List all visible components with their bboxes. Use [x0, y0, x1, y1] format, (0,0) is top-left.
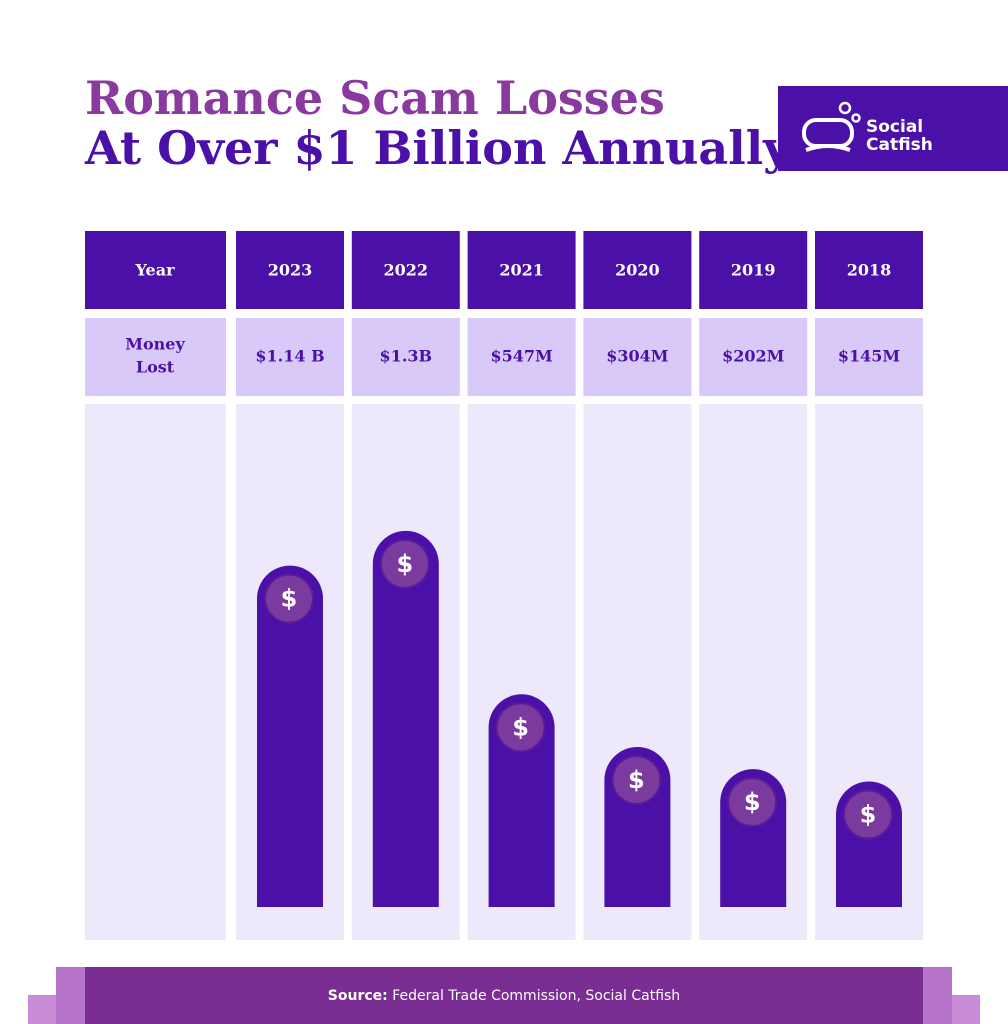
value-cell	[236, 318, 344, 396]
logo-bubble	[838, 101, 852, 115]
header-cell	[815, 231, 923, 309]
row-label: Money	[125, 335, 185, 354]
value-label: $1.3B	[380, 347, 433, 366]
logo-text: Catfish	[866, 135, 933, 155]
value-label: $304M	[606, 347, 668, 366]
column-background	[85, 404, 226, 940]
bar	[257, 565, 323, 907]
year-label: 2019	[731, 261, 776, 280]
source-label: Source:	[328, 988, 388, 1004]
row-label: Year	[134, 261, 175, 280]
source: Source: Federal Trade Commission, Social…	[328, 988, 680, 1004]
coin-symbol: $	[396, 550, 413, 578]
coin-symbol: $	[628, 766, 645, 794]
coin	[843, 789, 893, 840]
chart: Year Money Lost 2023 $1.14 B $2022 $1.3B $20…	[85, 231, 923, 940]
year-label: 2021	[499, 261, 544, 280]
year-label: 2023	[268, 261, 313, 280]
coin	[264, 573, 314, 624]
footer-band	[85, 967, 923, 1024]
value-cell	[815, 318, 923, 396]
logo-bubble	[851, 113, 861, 123]
header-cell	[467, 231, 576, 309]
header-cell	[583, 231, 692, 309]
coin-symbol: $	[860, 801, 877, 829]
logo-text: Social	[866, 117, 923, 137]
value-label: $547M	[490, 347, 552, 366]
value-cell	[351, 318, 460, 396]
value-label: $1.14 B	[255, 347, 324, 366]
value-label: $145M	[838, 347, 900, 366]
coin	[495, 702, 546, 753]
bar	[372, 530, 439, 907]
footer: Source: Federal Trade Commission, Social…	[28, 967, 980, 1024]
logo-box	[778, 86, 1008, 171]
year-label: 2022	[384, 261, 429, 280]
value-cell	[467, 318, 576, 396]
value-cell	[583, 318, 692, 396]
coin-symbol: $	[281, 585, 298, 613]
label-cell	[85, 318, 226, 396]
value-label: $202M	[722, 347, 784, 366]
logo: Social Catfish	[778, 86, 1008, 171]
coin	[379, 538, 430, 589]
year-label: 2020	[615, 261, 660, 280]
logo-whiskers	[805, 144, 851, 152]
coin-symbol: $	[512, 713, 529, 741]
header-cell	[236, 231, 344, 309]
title-line-2: At Over $1 Billion Annually	[84, 121, 791, 175]
bar	[488, 694, 555, 907]
value-cell	[699, 318, 808, 396]
title-line-1: Romance Scam Losses	[85, 71, 665, 125]
coin	[611, 755, 662, 806]
coin	[727, 777, 778, 828]
coin-symbol: $	[744, 788, 761, 816]
source-text: Federal Trade Commission, Social Catfish	[392, 988, 680, 1004]
year-label: 2018	[847, 261, 892, 280]
header-cell	[699, 231, 808, 309]
row-label: Lost	[136, 358, 175, 377]
header-cell	[351, 231, 460, 309]
header-cell	[85, 231, 226, 309]
